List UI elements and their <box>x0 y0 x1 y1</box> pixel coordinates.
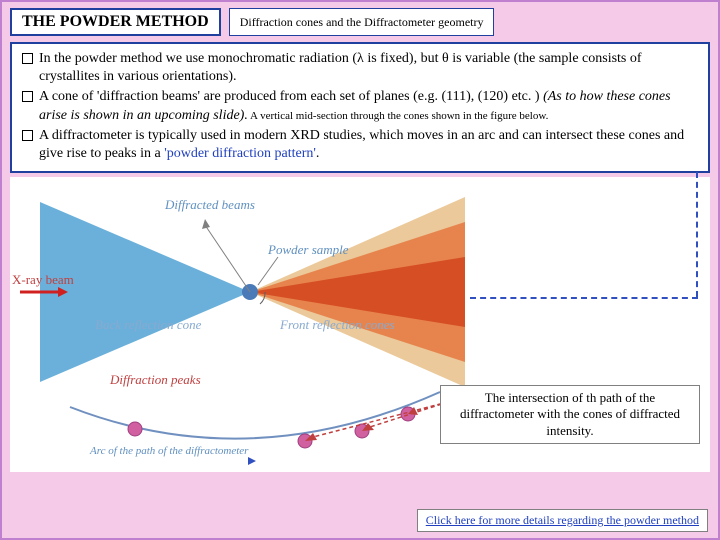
diagram-area: Diffracted beams Powder sample X-ray bea… <box>10 177 710 472</box>
more-details-link[interactable]: Click here for more details regarding th… <box>426 513 699 527</box>
content-box: In the powder method we use monochromati… <box>10 42 710 173</box>
label-diffracted-beams: Diffracted beams <box>165 197 255 213</box>
subtitle-box: Diffraction cones and the Diffractometer… <box>229 8 495 36</box>
more-details-link-box: Click here for more details regarding th… <box>417 509 708 532</box>
label-back-cone: Back reflection cone <box>95 317 201 333</box>
intersection-caption: The intersection of th path of the diffr… <box>440 385 700 444</box>
label-diffraction-peaks: Diffraction peaks <box>110 372 201 388</box>
bullet-marker <box>22 91 33 102</box>
label-xray-beam: X-ray beam <box>12 272 74 288</box>
bullet-3: A diffractometer is typically used in mo… <box>22 127 698 163</box>
bullet-marker <box>22 130 33 141</box>
label-powder-sample: Powder sample <box>268 242 349 258</box>
bullet-1: In the powder method we use monochromati… <box>22 50 698 86</box>
bullet-2: A cone of 'diffraction beams' are produc… <box>22 88 698 124</box>
title-box: THE POWDER METHOD <box>10 8 221 36</box>
label-arc-path: Arc of the path of the diffractometer <box>90 445 248 457</box>
label-front-cones: Front reflection cones <box>280 317 395 333</box>
bullet-marker <box>22 53 33 64</box>
